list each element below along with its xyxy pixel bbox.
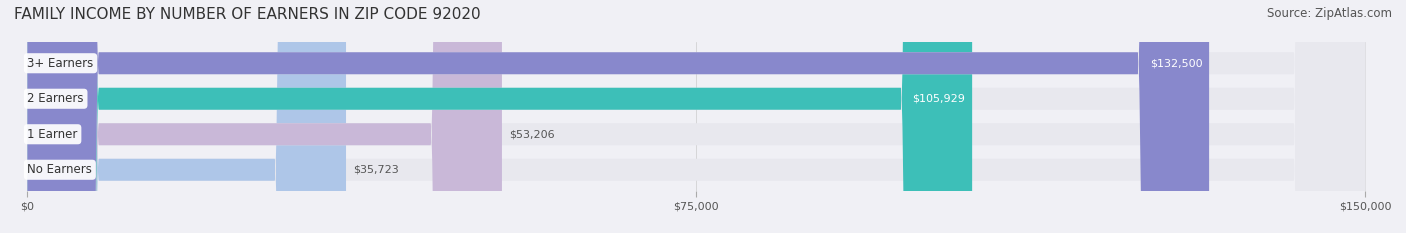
Text: $35,723: $35,723 xyxy=(353,165,398,175)
Text: 1 Earner: 1 Earner xyxy=(28,128,77,141)
FancyBboxPatch shape xyxy=(28,0,1365,233)
FancyBboxPatch shape xyxy=(28,0,502,233)
FancyBboxPatch shape xyxy=(28,0,346,233)
FancyBboxPatch shape xyxy=(28,0,1365,233)
Text: FAMILY INCOME BY NUMBER OF EARNERS IN ZIP CODE 92020: FAMILY INCOME BY NUMBER OF EARNERS IN ZI… xyxy=(14,7,481,22)
Text: No Earners: No Earners xyxy=(28,163,93,176)
Text: $105,929: $105,929 xyxy=(912,94,966,104)
FancyBboxPatch shape xyxy=(28,0,1365,233)
Text: Source: ZipAtlas.com: Source: ZipAtlas.com xyxy=(1267,7,1392,20)
Text: $53,206: $53,206 xyxy=(509,129,554,139)
Text: $132,500: $132,500 xyxy=(1150,58,1202,68)
FancyBboxPatch shape xyxy=(28,0,1365,233)
Text: 3+ Earners: 3+ Earners xyxy=(28,57,94,70)
Text: 2 Earners: 2 Earners xyxy=(28,92,84,105)
FancyBboxPatch shape xyxy=(28,0,972,233)
FancyBboxPatch shape xyxy=(28,0,1209,233)
